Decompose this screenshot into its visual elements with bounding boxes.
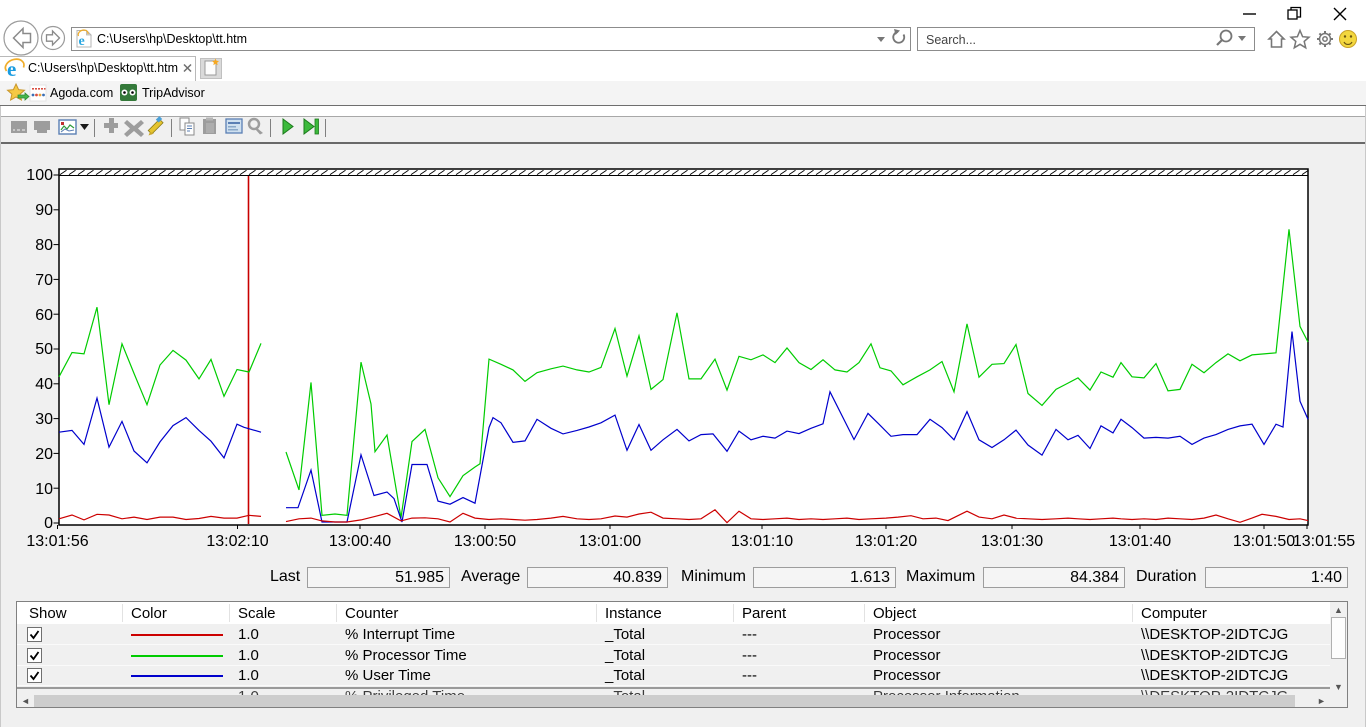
svg-text:e: e	[79, 34, 85, 49]
svg-text:13:01:40: 13:01:40	[1109, 533, 1171, 550]
svg-text:13:01:50: 13:01:50	[1233, 533, 1295, 550]
svg-text:13:00:50: 13:00:50	[454, 533, 516, 550]
svg-text:30: 30	[35, 411, 53, 428]
svg-text:13:01:20: 13:01:20	[855, 533, 917, 550]
svg-text:70: 70	[35, 272, 53, 289]
svg-text:13:01:55: 13:01:55	[1293, 533, 1355, 550]
svg-text:50: 50	[35, 341, 53, 358]
svg-text:20: 20	[35, 446, 53, 463]
svg-text:13:01:30: 13:01:30	[981, 533, 1043, 550]
svg-text:0: 0	[44, 515, 53, 532]
svg-text:10: 10	[35, 481, 53, 498]
svg-text:100: 100	[26, 167, 53, 184]
svg-text:13:01:00: 13:01:00	[579, 533, 641, 550]
svg-text:13:00:40: 13:00:40	[329, 533, 391, 550]
svg-text:90: 90	[35, 202, 53, 219]
svg-text:80: 80	[35, 237, 53, 254]
svg-text:13:01:56: 13:01:56	[26, 533, 88, 550]
svg-text:e: e	[7, 57, 16, 81]
svg-text:13:02:10: 13:02:10	[206, 533, 268, 550]
svg-text:13:01:10: 13:01:10	[731, 533, 793, 550]
svg-text:40: 40	[35, 376, 53, 393]
svg-text:60: 60	[35, 307, 53, 324]
